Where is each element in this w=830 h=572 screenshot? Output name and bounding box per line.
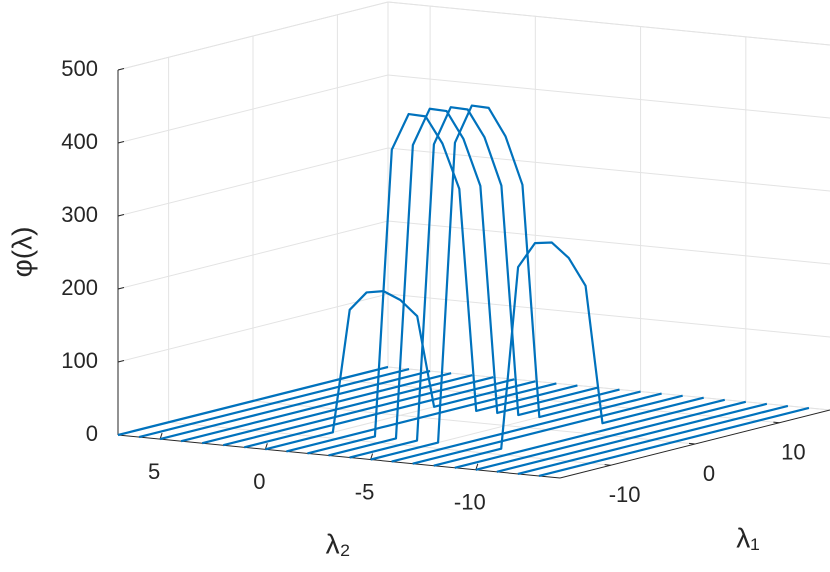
data-line bbox=[201, 374, 473, 445]
z-tick-label: 400 bbox=[61, 129, 98, 154]
data-line bbox=[538, 406, 810, 478]
data-line bbox=[475, 400, 747, 471]
data-line bbox=[307, 112, 578, 455]
x-tick-label: 10 bbox=[781, 440, 805, 465]
y-axis bbox=[117, 434, 561, 479]
x-tick-label: 0 bbox=[703, 461, 715, 486]
data-line bbox=[412, 394, 683, 465]
grid-line bbox=[387, 74, 830, 119]
grid-line bbox=[387, 1, 830, 46]
z-tick bbox=[117, 360, 125, 363]
x-tick bbox=[688, 442, 696, 445]
data-line bbox=[117, 365, 389, 437]
z-tick bbox=[117, 214, 125, 217]
data-line bbox=[265, 290, 536, 451]
z-tick-label: 200 bbox=[61, 275, 98, 300]
data-line bbox=[180, 372, 452, 443]
z-tick-label: 500 bbox=[61, 56, 98, 81]
data-line bbox=[244, 378, 515, 449]
z-tick-label: 100 bbox=[61, 348, 98, 373]
data-line bbox=[433, 241, 704, 467]
data-line bbox=[138, 367, 410, 439]
y-axis-label: λ₂ bbox=[326, 528, 351, 559]
grid-line bbox=[387, 147, 830, 192]
data-line bbox=[159, 370, 431, 441]
grid-line bbox=[387, 293, 830, 338]
data-line bbox=[286, 382, 557, 453]
grid-line bbox=[337, 379, 780, 424]
grid-line bbox=[387, 220, 830, 265]
data-line bbox=[222, 376, 494, 447]
y-tick-label: -5 bbox=[355, 479, 375, 504]
data-line bbox=[328, 107, 599, 457]
x-tick-label: -10 bbox=[609, 482, 641, 507]
z-tick bbox=[117, 141, 125, 144]
y-tick-label: -10 bbox=[454, 490, 486, 515]
x-tick bbox=[604, 464, 611, 466]
grid-line bbox=[168, 421, 611, 466]
grid-line bbox=[387, 366, 830, 411]
x-axis-label: λ₁ bbox=[736, 522, 759, 553]
data-line bbox=[517, 404, 789, 475]
z-axis-label: φ(λ) bbox=[6, 227, 37, 278]
z-tick bbox=[117, 287, 125, 290]
data-line bbox=[496, 402, 768, 473]
z-tick-label: 300 bbox=[61, 202, 98, 227]
z-tick bbox=[117, 68, 125, 71]
y-tick-label: 0 bbox=[253, 469, 265, 494]
data-line bbox=[349, 106, 620, 459]
data-line bbox=[454, 398, 726, 469]
y-tick-label: 5 bbox=[148, 459, 160, 484]
data-line bbox=[391, 392, 662, 463]
data-line bbox=[370, 104, 641, 461]
x-tick bbox=[773, 421, 780, 424]
z-tick-label: 0 bbox=[86, 421, 98, 446]
grid-line bbox=[252, 400, 696, 445]
plot-area bbox=[117, 104, 810, 478]
